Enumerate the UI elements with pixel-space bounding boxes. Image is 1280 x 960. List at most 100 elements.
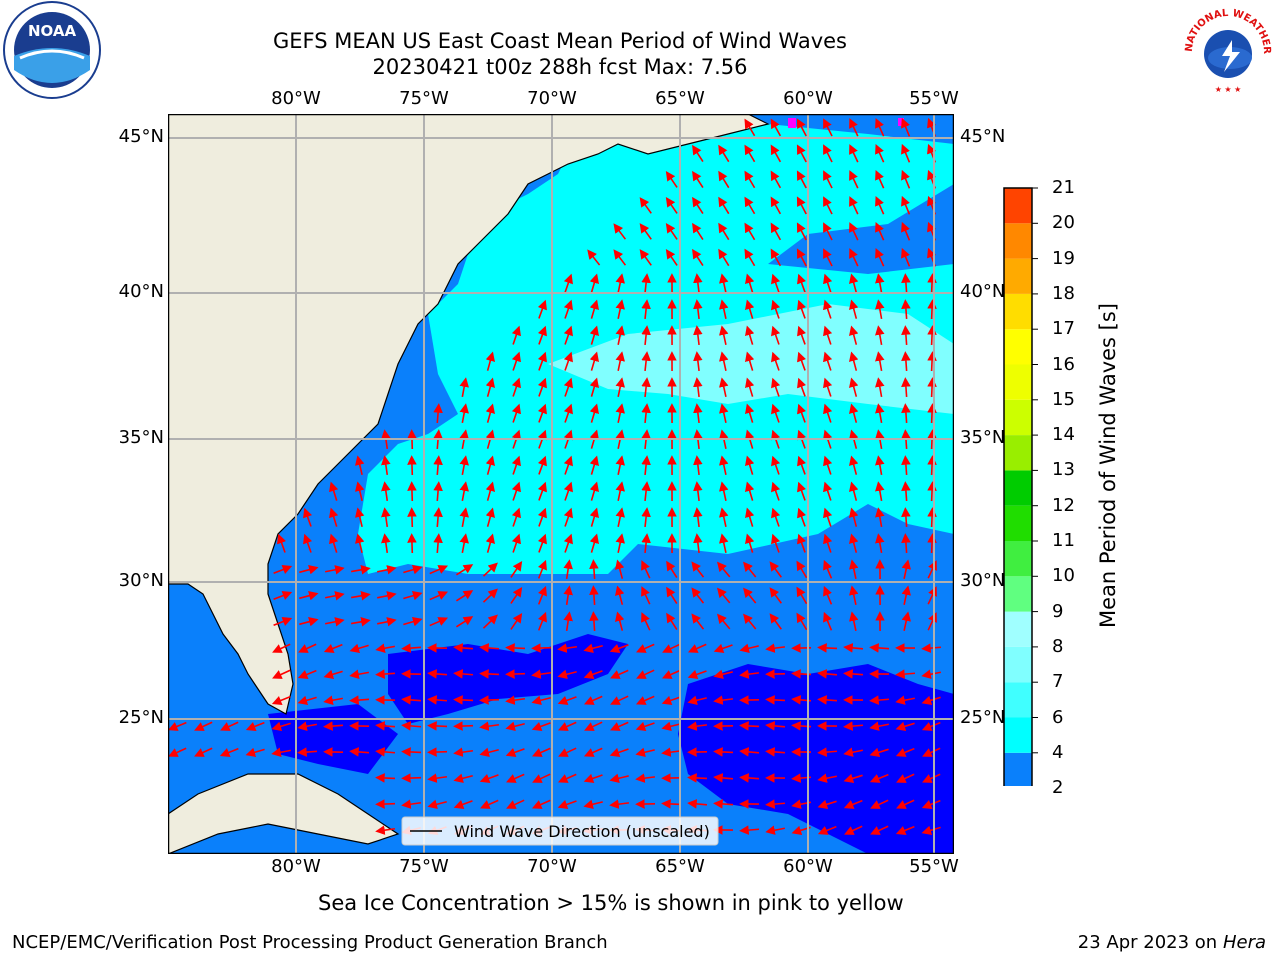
wind-wave-arrow <box>901 533 911 554</box>
wind-wave-arrow <box>745 481 755 501</box>
colorbar-segment <box>1004 611 1032 647</box>
latitude-label: 45°N <box>118 126 164 147</box>
wind-wave-arrow <box>401 747 422 757</box>
latitude-label: 30°N <box>960 570 1006 591</box>
wind-wave-arrow <box>511 507 521 527</box>
wind-wave-arrow <box>770 118 782 137</box>
wind-wave-arrow <box>770 196 782 215</box>
wind-wave-arrow <box>375 669 396 679</box>
wind-wave-arrow <box>823 248 833 267</box>
wind-wave-arrow <box>765 721 786 731</box>
wind-wave-arrow <box>532 747 551 757</box>
wind-wave-arrow <box>823 196 833 215</box>
wind-wave-arrow <box>427 669 448 679</box>
wind-wave-arrow <box>901 585 911 605</box>
wind-wave-arrow <box>563 325 573 345</box>
wind-wave-arrow <box>537 325 547 345</box>
wind-wave-arrow <box>849 403 859 423</box>
wind-wave-arrow <box>927 299 937 320</box>
wind-wave-arrow <box>641 586 651 605</box>
wind-wave-arrow <box>401 643 422 653</box>
map-border <box>168 114 954 854</box>
title-line-1: GEFS MEAN US East Coast Mean Period of W… <box>273 29 847 53</box>
wind-wave-arrow <box>739 747 760 757</box>
wind-wave-arrow <box>693 299 703 320</box>
wind-wave-arrow <box>615 403 625 423</box>
colorbar-tick-label: 17 <box>1052 318 1075 340</box>
wind-wave-arrow <box>563 533 573 553</box>
wind-wave-arrow <box>765 799 786 809</box>
wind-wave-arrow <box>381 481 391 502</box>
wind-wave-arrow <box>168 721 187 731</box>
wind-wave-arrow <box>769 587 782 604</box>
longitude-label: 65°W <box>655 856 705 877</box>
wind-wave-arrow <box>377 617 397 627</box>
wind-wave-arrow <box>770 170 782 189</box>
wind-wave-arrow <box>739 643 759 653</box>
wind-wave-arrow <box>615 299 625 319</box>
wind-wave-arrow <box>510 612 523 630</box>
wind-wave-arrow <box>692 222 704 240</box>
wind-wave-arrow <box>537 481 547 501</box>
wind-wave-arrow <box>589 559 599 580</box>
wind-wave-arrow <box>719 377 729 397</box>
wind-wave-arrow <box>558 747 577 757</box>
wind-wave-arrow <box>299 565 319 575</box>
wind-wave-arrow <box>401 721 422 731</box>
wind-wave-arrow <box>532 773 551 783</box>
wind-wave-arrow <box>849 559 859 579</box>
wind-wave-arrow <box>719 507 729 527</box>
wind-wave-arrow <box>639 249 652 266</box>
wind-wave-arrow <box>557 695 577 705</box>
latitude-label: 40°N <box>960 281 1006 302</box>
wind-wave-arrow <box>272 643 291 653</box>
wind-wave-arrow <box>719 325 729 345</box>
wind-wave-arrow <box>639 223 652 240</box>
wind-wave-arrow <box>823 507 833 527</box>
wind-wave-arrow <box>875 170 885 189</box>
wind-wave-arrow <box>485 533 495 553</box>
wind-wave-arrow <box>245 747 265 757</box>
wind-wave-arrow <box>641 403 651 424</box>
wind-wave-arrow <box>479 747 499 757</box>
wind-wave-arrow <box>537 455 547 475</box>
colorbar-segment <box>1004 329 1032 365</box>
longitude-label: 70°W <box>527 856 577 877</box>
wind-wave-arrow <box>718 222 730 241</box>
wind-wave-arrow <box>744 170 756 189</box>
wave-period-cyan-north <box>578 134 728 214</box>
wind-wave-arrow <box>429 617 449 627</box>
wind-wave-arrow <box>589 481 599 501</box>
wind-wave-arrow <box>583 773 603 783</box>
colorbar-segment <box>1004 505 1032 541</box>
wind-wave-arrow <box>849 351 859 371</box>
colorbar-tick-label: 9 <box>1052 600 1064 622</box>
wind-wave-arrow <box>692 170 704 188</box>
wind-wave-arrow <box>563 507 573 527</box>
wind-wave-arrow <box>407 455 417 476</box>
longitude-label: 60°W <box>783 88 833 109</box>
wind-wave-arrow <box>823 559 833 579</box>
wind-wave-arrow <box>771 325 781 345</box>
wind-wave-arrow <box>615 559 625 579</box>
wind-wave-arrow <box>687 799 708 809</box>
colorbar-tick-label: 11 <box>1052 530 1075 551</box>
longitude-label: 60°W <box>783 856 833 877</box>
wind-wave-arrow <box>875 481 885 502</box>
wind-wave-arrow <box>719 403 729 423</box>
latitude-label: 35°N <box>960 427 1006 448</box>
wind-wave-arrow <box>901 455 911 476</box>
wind-wave-arrow <box>299 591 319 601</box>
longitude-label: 65°W <box>655 88 705 109</box>
wind-wave-arrow <box>743 613 757 630</box>
colorbar-tick-label: 6 <box>1052 706 1064 728</box>
wind-wave-arrow <box>427 747 448 757</box>
wind-wave-arrow <box>665 222 678 240</box>
wind-wave-arrow <box>901 117 911 137</box>
wind-wave-arrow <box>531 799 551 809</box>
wind-wave-arrow <box>641 507 651 528</box>
colorbar-tick-label: 21 <box>1052 177 1075 198</box>
wind-wave-arrow <box>563 299 573 319</box>
wind-wave-arrow <box>693 533 703 554</box>
wind-wave-arrow <box>797 481 807 501</box>
